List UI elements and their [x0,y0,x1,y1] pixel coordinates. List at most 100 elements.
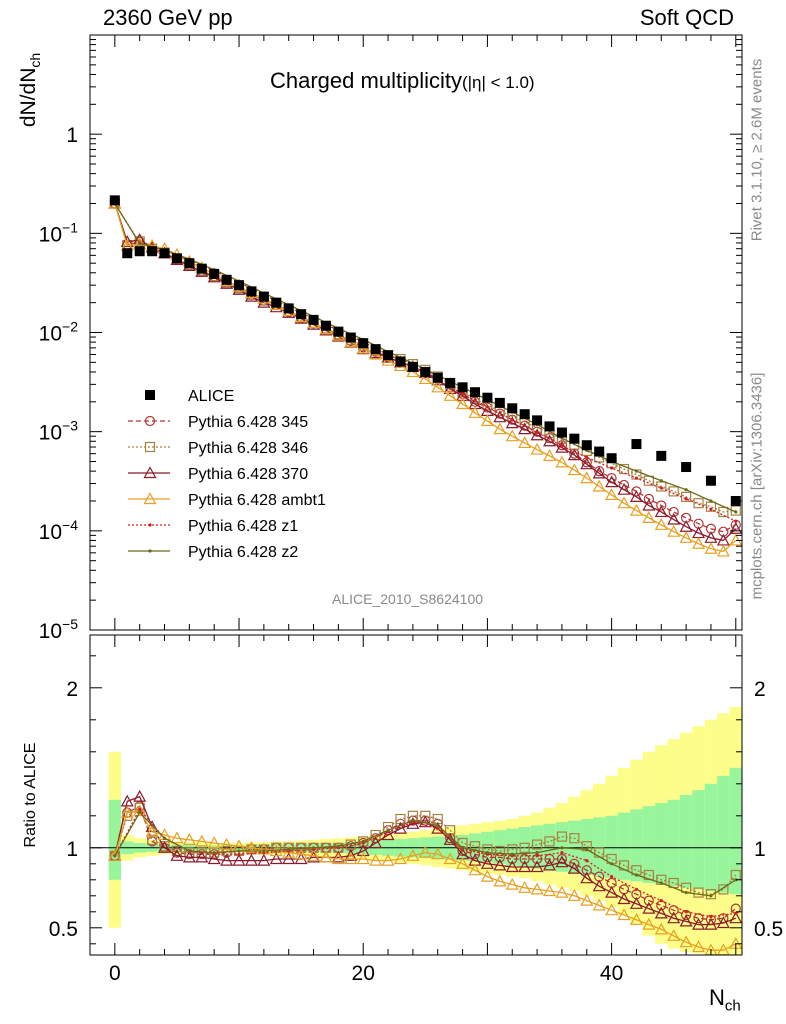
ratio-series-line [114,795,737,926]
ratio-point [182,833,196,845]
main-point [656,500,667,511]
main-point [530,442,544,455]
main-point [592,479,606,492]
main-point [659,479,663,483]
alice-data-point [209,268,220,279]
alice-data-point [519,409,530,420]
alice-data-point [656,450,667,461]
legend-label: Pythia 6.428 ambt1 [188,492,326,509]
legend-entry-pythia-6-428-370: Pythia 6.428 370 [128,466,308,483]
ratio-point [146,834,158,845]
energy-label: 2360 GeV pp [103,5,233,30]
main-point [709,499,713,503]
tick-label: 1 [66,838,78,861]
ratio-point [195,850,209,863]
ratio-point [530,860,544,873]
ratio-point [654,922,668,935]
tick-label: 10−5 [39,616,79,643]
ratio-point [693,887,704,898]
ratio-band-green-bin [642,806,656,883]
ratio-point [232,853,246,866]
ratio-point [629,897,643,909]
ratio-point [519,842,530,853]
legend-entry-pythia-6-428-z2: Pythia 6.428 z2 [128,544,298,561]
legend-marker [144,415,156,427]
ratio-point [556,831,568,842]
ratio-point [361,839,365,844]
ratio-point [436,823,440,828]
x-axis-label: Nch [709,985,741,1015]
ratio-band-green-bin [630,809,643,882]
ratio-point [282,852,296,865]
alice-data-point [308,314,319,325]
ratio-point [692,940,706,953]
ratio-point [182,850,196,863]
main-point [617,496,631,509]
ratio-point [262,849,266,853]
ratio-point [287,847,291,852]
alice-data-point [383,350,394,361]
ratio-band-green-bin [692,790,705,890]
ratio-point [369,836,383,849]
ratio-series-line [114,808,736,918]
legend-marker [143,492,157,505]
ratio-point [555,885,569,898]
alice-data-point [109,195,120,206]
ratio-point [716,916,730,929]
ratio-point [381,853,395,866]
ratio-band-green-bin [679,795,693,888]
legend-entry-pythia-6-428-345: Pythia 6.428 345 [128,414,308,431]
alice-data-point [147,246,158,257]
ratio-point [307,849,321,861]
tick-label: 10−3 [39,418,79,445]
ratio-point [356,844,370,857]
main-point [718,506,729,518]
ratio-point [443,852,457,865]
main-point [555,440,569,453]
ratio-point [592,879,606,892]
ratio-point [642,917,656,930]
main-point [518,422,532,435]
ratio-point [493,858,507,871]
main-point [617,482,631,495]
alice-data-point [407,361,418,372]
ratio-point [567,861,581,874]
ratio-point [468,863,482,876]
main-point [431,380,445,393]
ratio-point [344,849,358,861]
alice-data-point [556,427,567,438]
main-point [654,505,668,518]
ratio-point [581,865,592,876]
alice-data-point [507,403,518,414]
ratio-point [244,841,258,853]
main-point [643,493,654,504]
ratio-series-line [114,810,737,951]
main-series-alice [109,195,741,506]
legend-label: ALICE [188,388,234,405]
ratio-point [684,910,688,914]
ratio-point [207,852,221,865]
ratio-point [556,853,568,865]
ratio-band-green-bin [717,775,730,893]
alice-data-point [494,397,505,408]
main-point [618,463,630,475]
ratio-point [692,917,706,930]
main-point [505,429,519,442]
tick-label: 20 [352,962,375,985]
ratio-point [170,831,184,844]
tick-label: 0 [109,962,121,985]
main-point [734,519,738,523]
ratio-point [195,834,209,847]
ratio-point [667,911,681,924]
ratio-point [133,789,147,802]
main-point [535,430,539,435]
main-point [709,507,713,511]
ratio-point [431,847,445,860]
plot-title: Charged multiplicity(|η| < 1.0) [270,68,535,94]
ratio-point [411,819,415,823]
alice-data-point [221,274,232,285]
ratio-point [331,852,345,865]
ratio-band-green-bin [729,767,742,895]
ratio-point [709,894,713,898]
ratio-point [617,908,631,921]
